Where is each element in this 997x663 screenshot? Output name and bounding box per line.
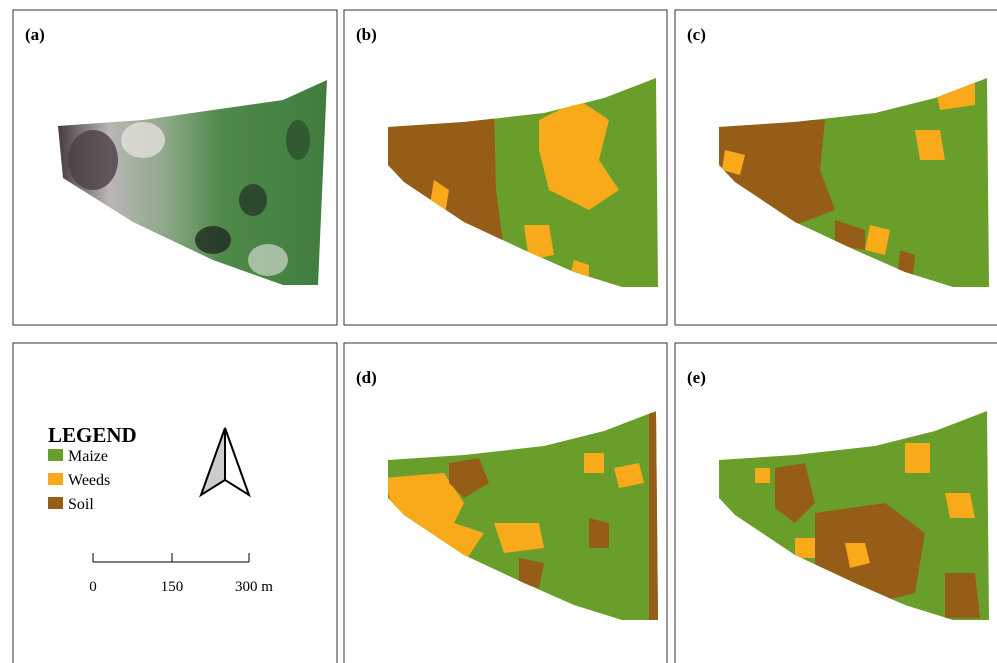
panel-label: (c) — [687, 25, 706, 44]
legend-panel: LEGEND Maize Weeds Soil 0 150 300 m — [13, 343, 337, 663]
panel-d: (d) — [344, 343, 667, 663]
legend-title: LEGEND — [48, 423, 137, 447]
scale-label: 0 — [89, 579, 97, 595]
panel-a: (a) — [13, 10, 337, 325]
map-region — [755, 468, 770, 483]
panel-c: (c) — [675, 10, 997, 325]
legend-swatch — [48, 473, 63, 485]
legend-swatch — [48, 449, 63, 461]
scale-label: 150 — [161, 579, 184, 595]
legend-item: Soil — [68, 496, 94, 513]
legend-item: Weeds — [68, 472, 110, 489]
scale-label: 300 m — [235, 579, 273, 595]
map-region — [915, 130, 945, 160]
map-region — [795, 538, 815, 558]
panel-e: (e) — [675, 343, 997, 663]
legend-swatch — [48, 497, 63, 509]
map-region — [584, 453, 604, 473]
map-region — [589, 518, 609, 548]
panel-label: (d) — [356, 368, 377, 387]
panel-label: (a) — [25, 25, 45, 44]
legend-item: Maize — [68, 448, 108, 465]
map-region — [905, 443, 930, 473]
figure: (a) (b) (c) LEGEND — [0, 0, 997, 663]
map-region — [945, 493, 975, 518]
panel-b: (b) — [344, 10, 667, 325]
panel-label: (b) — [356, 25, 377, 44]
panel-label: (e) — [687, 368, 706, 387]
map-region — [945, 573, 980, 618]
